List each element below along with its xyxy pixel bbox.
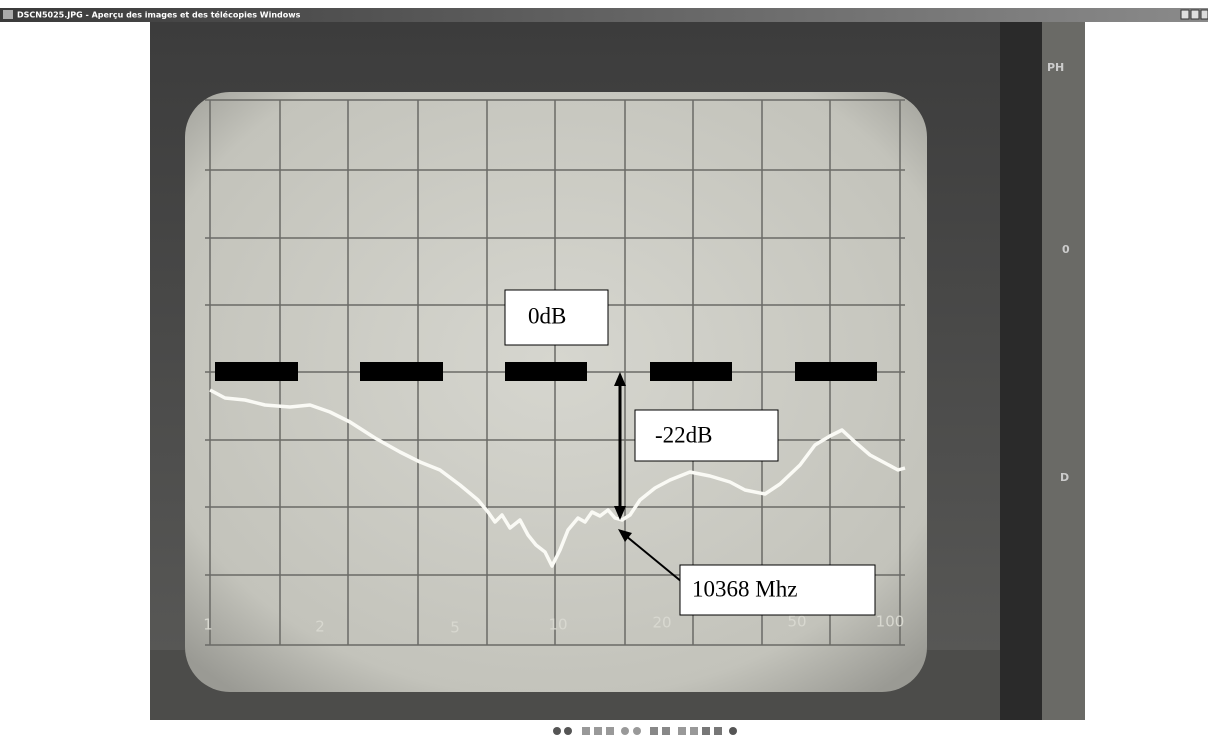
help-button[interactable]	[729, 727, 737, 735]
delete-button[interactable]	[678, 727, 686, 735]
arrow-head	[614, 372, 626, 386]
actual-size-button[interactable]	[594, 727, 602, 735]
maximize-button[interactable]	[1190, 9, 1200, 20]
zoom-out-button[interactable]	[633, 727, 641, 735]
panel-label: 0	[1062, 243, 1070, 256]
side-panel	[1040, 22, 1085, 720]
scale-label: 20	[652, 614, 671, 632]
panel-label: D	[1060, 471, 1069, 484]
scale-label: 10	[548, 616, 567, 634]
arrow-head	[614, 506, 626, 520]
next-button[interactable]	[564, 727, 572, 735]
annotation: 10368 Mhz	[692, 576, 797, 601]
close-button[interactable]	[1200, 9, 1208, 20]
rotate-right-button[interactable]	[662, 727, 670, 735]
save-button[interactable]	[702, 727, 710, 735]
arrow-head	[618, 529, 632, 542]
best-fit-button[interactable]	[582, 727, 590, 735]
annotation-box	[504, 289, 609, 346]
panel-label: PH	[1047, 61, 1064, 74]
title-bar	[0, 8, 1208, 22]
annotation: -22dB	[655, 422, 713, 447]
minimize-button[interactable]	[1180, 9, 1190, 20]
toolbar	[553, 727, 737, 735]
scale-label: 100	[876, 613, 905, 631]
edit-button[interactable]	[714, 727, 722, 735]
slideshow-button[interactable]	[606, 727, 614, 735]
reference-line	[215, 362, 877, 381]
panel-edge	[1000, 22, 1042, 720]
annotation: 0dB	[528, 303, 566, 328]
trace	[209, 388, 906, 568]
app-icon	[3, 10, 13, 19]
rotate-left-button[interactable]	[650, 727, 658, 735]
zoom-in-button[interactable]	[621, 727, 629, 735]
crt-screen	[185, 92, 927, 692]
pointer-arrow	[625, 535, 683, 583]
previous-button[interactable]	[553, 727, 561, 735]
scale-label: 1	[203, 616, 213, 634]
scale-label: 2	[315, 618, 325, 636]
scale-label: 50	[787, 613, 806, 631]
window-title: DSCN5025.JPG - Aperçu des images et des …	[17, 10, 301, 20]
annotation-box	[679, 564, 876, 616]
print-button[interactable]	[690, 727, 698, 735]
annotation-box	[634, 409, 779, 462]
scale-label: 5	[450, 619, 460, 637]
